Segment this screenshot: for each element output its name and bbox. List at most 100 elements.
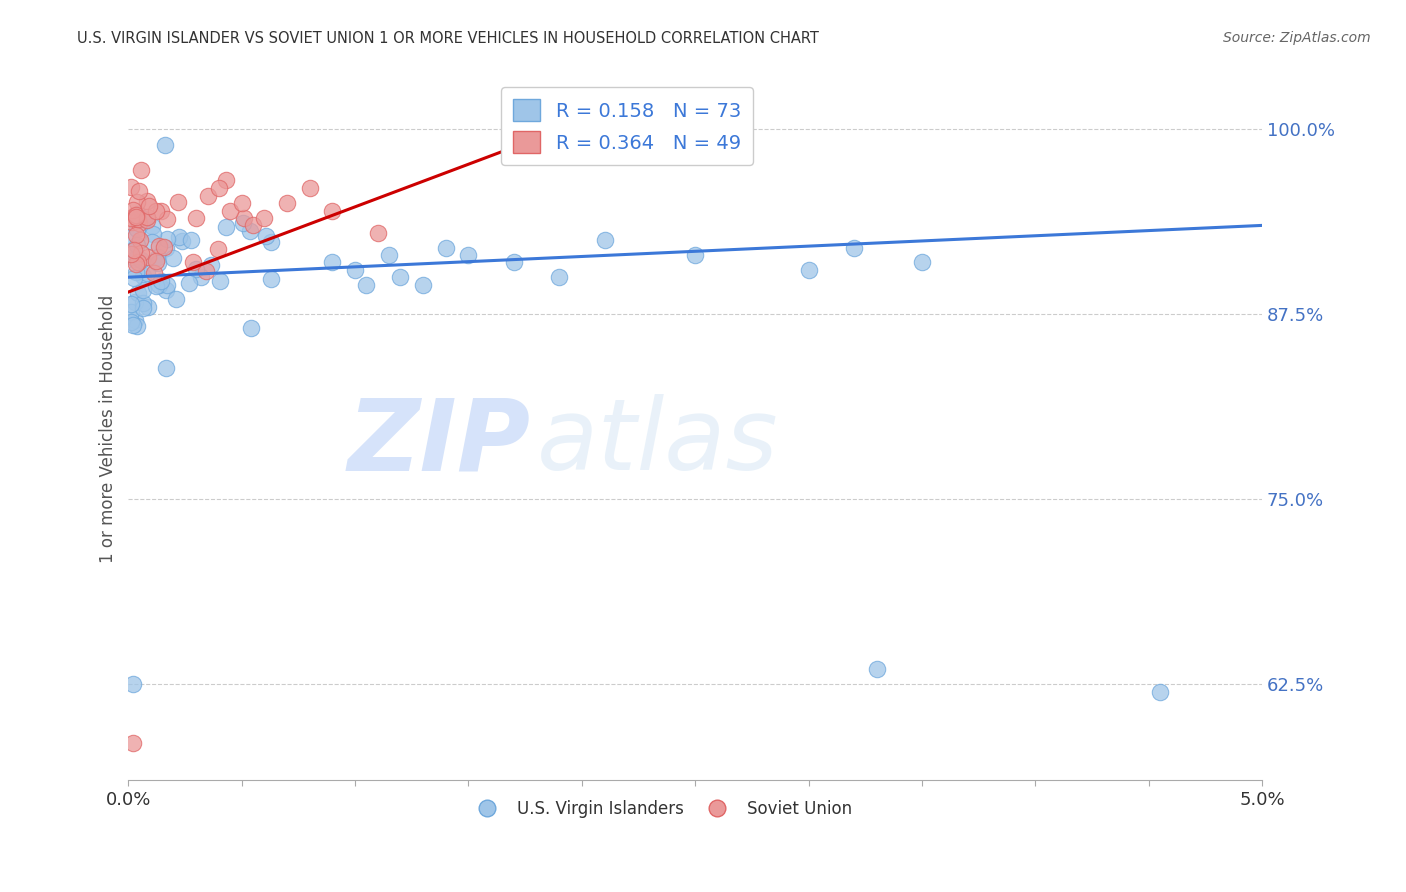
- Point: [131, 301, 153, 316]
- Point: [124, 252, 146, 266]
- Point: [239, 224, 262, 238]
- Point: [146, 250, 169, 264]
- Point: [165, 292, 187, 306]
- Point: [153, 138, 176, 153]
- Point: [240, 321, 263, 335]
- Point: [156, 232, 179, 246]
- Point: [260, 235, 283, 249]
- Point: [180, 233, 202, 247]
- Point: [124, 208, 146, 222]
- Point: [156, 277, 179, 292]
- Point: [190, 270, 212, 285]
- Point: [260, 272, 283, 286]
- Point: [127, 285, 149, 300]
- Point: [153, 239, 176, 253]
- Point: [184, 262, 207, 277]
- Y-axis label: 1 or more Vehicles in Household: 1 or more Vehicles in Household: [100, 294, 117, 563]
- Point: [1149, 684, 1171, 698]
- Point: [145, 253, 167, 268]
- Point: [129, 163, 152, 178]
- Point: [121, 318, 143, 332]
- Point: [125, 222, 148, 236]
- Point: [122, 243, 145, 257]
- Point: [120, 315, 142, 329]
- Point: [457, 248, 479, 262]
- Point: [865, 662, 887, 676]
- Point: [120, 211, 142, 225]
- Point: [797, 262, 820, 277]
- Point: [120, 304, 142, 318]
- Point: [127, 255, 149, 269]
- Point: [120, 297, 142, 311]
- Point: [127, 211, 149, 226]
- Point: [129, 245, 152, 260]
- Point: [128, 216, 150, 230]
- Point: [125, 238, 148, 252]
- Point: [136, 300, 159, 314]
- Point: [136, 194, 159, 209]
- Legend: U.S. Virgin Islanders, Soviet Union: U.S. Virgin Islanders, Soviet Union: [464, 793, 859, 825]
- Point: [502, 255, 524, 269]
- Point: [842, 241, 865, 255]
- Point: [138, 199, 160, 213]
- Point: [122, 270, 145, 285]
- Point: [120, 247, 142, 261]
- Point: [209, 274, 232, 288]
- Point: [148, 238, 170, 252]
- Point: [125, 258, 148, 272]
- Point: [132, 212, 155, 227]
- Point: [231, 196, 253, 211]
- Point: [131, 296, 153, 310]
- Point: [172, 234, 194, 248]
- Point: [344, 262, 367, 277]
- Point: [197, 189, 219, 203]
- Point: [155, 241, 177, 255]
- Point: [200, 258, 222, 272]
- Point: [215, 219, 238, 234]
- Point: [120, 229, 142, 244]
- Point: [128, 233, 150, 247]
- Point: [125, 227, 148, 242]
- Point: [148, 256, 170, 270]
- Point: [378, 248, 401, 262]
- Point: [135, 210, 157, 224]
- Point: [127, 195, 149, 210]
- Point: [125, 208, 148, 222]
- Point: [145, 204, 167, 219]
- Point: [125, 265, 148, 279]
- Point: [162, 251, 184, 265]
- Point: [214, 172, 236, 186]
- Point: [356, 277, 378, 292]
- Point: [242, 219, 264, 233]
- Point: [141, 235, 163, 250]
- Point: [132, 269, 155, 284]
- Point: [143, 266, 166, 280]
- Point: [253, 211, 276, 225]
- Point: [207, 242, 229, 256]
- Point: [121, 202, 143, 217]
- Point: [121, 215, 143, 229]
- Point: [593, 233, 616, 247]
- Point: [166, 195, 188, 210]
- Text: U.S. VIRGIN ISLANDER VS SOVIET UNION 1 OR MORE VEHICLES IN HOUSEHOLD CORRELATION: U.S. VIRGIN ISLANDER VS SOVIET UNION 1 O…: [77, 31, 820, 46]
- Point: [142, 227, 165, 241]
- Point: [136, 266, 159, 280]
- Point: [124, 312, 146, 326]
- Point: [232, 211, 254, 225]
- Point: [254, 229, 277, 244]
- Text: ZIP: ZIP: [347, 394, 531, 491]
- Point: [321, 203, 343, 218]
- Point: [179, 277, 201, 291]
- Text: Source: ZipAtlas.com: Source: ZipAtlas.com: [1223, 31, 1371, 45]
- Point: [167, 230, 190, 244]
- Point: [125, 210, 148, 224]
- Point: [367, 226, 389, 240]
- Point: [149, 274, 172, 288]
- Point: [128, 184, 150, 198]
- Point: [195, 264, 218, 278]
- Point: [150, 204, 173, 219]
- Point: [136, 213, 159, 227]
- Point: [155, 283, 177, 297]
- Point: [145, 278, 167, 293]
- Point: [219, 203, 242, 218]
